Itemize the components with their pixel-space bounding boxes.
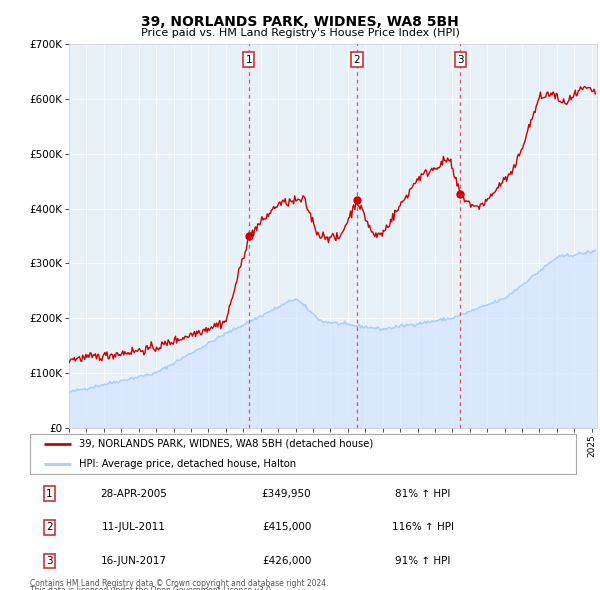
- Text: 28-APR-2005: 28-APR-2005: [100, 489, 167, 499]
- Text: 3: 3: [46, 556, 52, 566]
- Text: 116% ↑ HPI: 116% ↑ HPI: [392, 523, 454, 532]
- Text: £349,950: £349,950: [262, 489, 311, 499]
- Text: £415,000: £415,000: [262, 523, 311, 532]
- Text: Price paid vs. HM Land Registry's House Price Index (HPI): Price paid vs. HM Land Registry's House …: [140, 28, 460, 38]
- Text: 1: 1: [245, 55, 252, 64]
- Text: This data is licensed under the Open Government Licence v3.0.: This data is licensed under the Open Gov…: [30, 586, 274, 590]
- Text: 2: 2: [46, 523, 52, 532]
- Text: 3: 3: [457, 55, 464, 64]
- Text: 16-JUN-2017: 16-JUN-2017: [101, 556, 167, 566]
- Text: 1: 1: [46, 489, 52, 499]
- Text: 39, NORLANDS PARK, WIDNES, WA8 5BH (detached house): 39, NORLANDS PARK, WIDNES, WA8 5BH (deta…: [79, 439, 373, 448]
- Text: 39, NORLANDS PARK, WIDNES, WA8 5BH: 39, NORLANDS PARK, WIDNES, WA8 5BH: [141, 15, 459, 29]
- Text: 91% ↑ HPI: 91% ↑ HPI: [395, 556, 451, 566]
- Text: £426,000: £426,000: [262, 556, 311, 566]
- Text: 81% ↑ HPI: 81% ↑ HPI: [395, 489, 451, 499]
- Text: 11-JUL-2011: 11-JUL-2011: [102, 523, 166, 532]
- FancyBboxPatch shape: [30, 434, 576, 474]
- Text: HPI: Average price, detached house, Halton: HPI: Average price, detached house, Halt…: [79, 459, 296, 468]
- Text: 2: 2: [354, 55, 361, 64]
- Text: Contains HM Land Registry data © Crown copyright and database right 2024.: Contains HM Land Registry data © Crown c…: [30, 579, 329, 588]
